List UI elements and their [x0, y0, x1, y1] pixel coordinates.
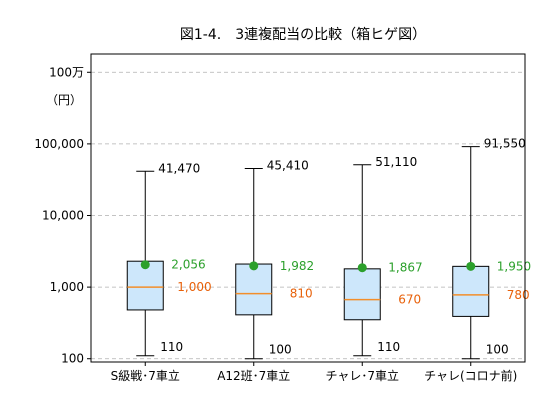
x-tick-label: S級戦･7車立: [111, 368, 180, 383]
x-tick-label: チャレ･7車立: [325, 368, 399, 383]
min-value-label: 100: [486, 343, 509, 357]
median-value-label: 810: [290, 287, 313, 301]
mean-marker: [357, 263, 367, 273]
box-iqr: [452, 265, 490, 317]
mean-marker: [249, 261, 259, 271]
boxes: [126, 146, 490, 360]
max-value-label: 45,410: [267, 158, 309, 172]
max-value-label: 91,550: [484, 137, 526, 151]
median-value-label: 780: [507, 288, 530, 302]
y-tick-label: 100: [61, 352, 84, 366]
value-labels: 41,470 2,056 1,000 110 45,410 1,982 810 100 51,1…: [158, 137, 531, 357]
y-tick-label: 10,000: [42, 209, 84, 223]
plot-frame: [90, 53, 526, 363]
min-value-label: 100: [269, 343, 292, 357]
x-axis-ticks: S級戦･7車立 A12班･7車立 チャレ･7車立 チャレ(コロナ前): [111, 362, 517, 383]
mean-marker: [466, 261, 476, 271]
min-value-label: 110: [377, 340, 400, 354]
chart-title: 図1-4. 3連複配当の比較（箱ヒゲ図）: [180, 26, 426, 43]
mean-value-label: 1,950: [497, 259, 531, 273]
y-axis-ticks: 100 1,000 10,000 100,000 100万: [34, 65, 91, 366]
mean-value-label: 2,056: [171, 258, 205, 272]
median-value-label: 1,000: [177, 280, 211, 294]
x-tick-label: A12班･7車立: [217, 368, 290, 383]
max-value-label: 41,470: [158, 161, 200, 175]
x-tick-label: チャレ(コロナ前): [424, 368, 517, 383]
y-unit-label: （円）: [46, 93, 82, 107]
mean-value-label: 1,982: [280, 259, 314, 273]
max-value-label: 51,110: [375, 155, 417, 169]
box-iqr: [235, 263, 273, 316]
mean-marker: [140, 260, 150, 270]
y-tick-label: 100,000: [34, 137, 84, 151]
y-tick-label: 100万: [49, 65, 84, 79]
min-value-label: 110: [160, 340, 183, 354]
mean-value-label: 1,867: [388, 261, 422, 275]
median-value-label: 670: [398, 293, 421, 307]
y-tick-label: 1,000: [50, 280, 84, 294]
box-iqr: [343, 268, 381, 321]
